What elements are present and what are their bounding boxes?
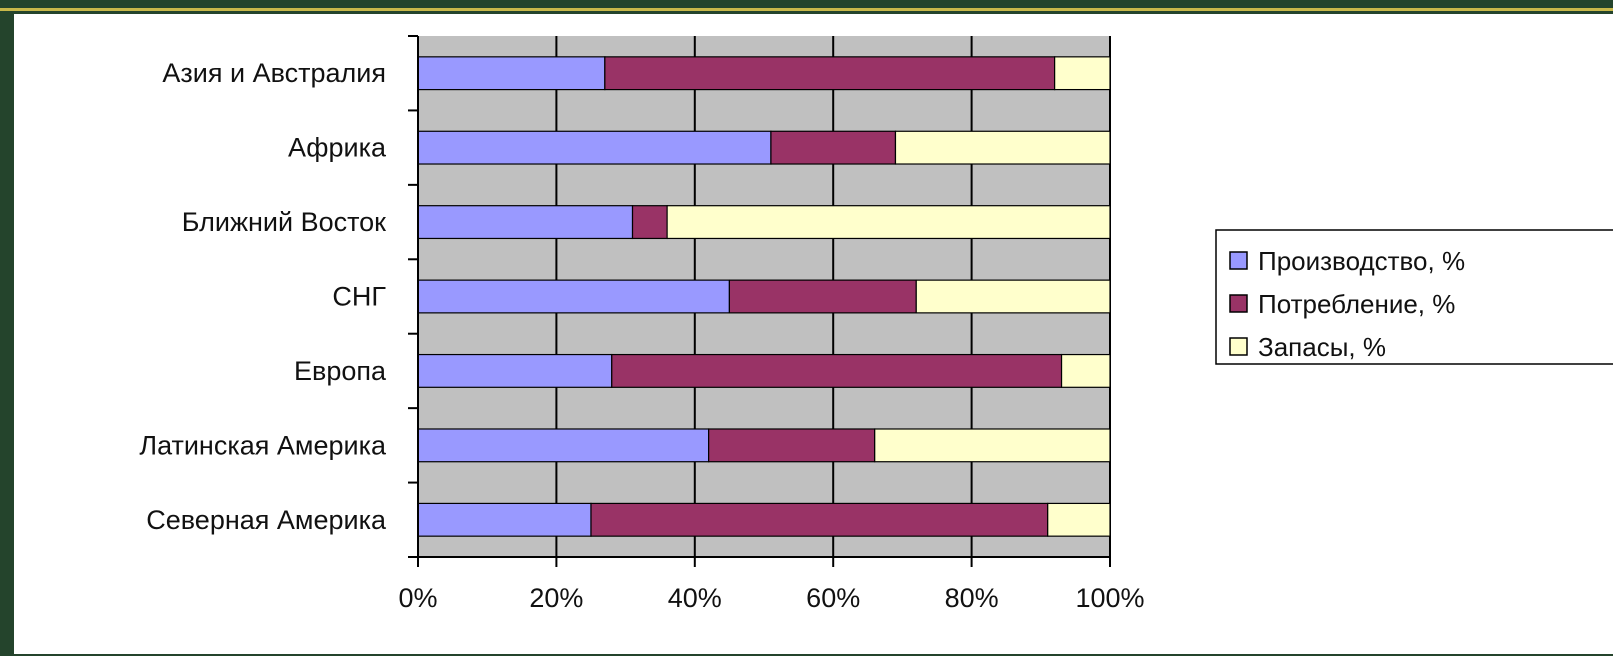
x-tick-label: 60% [806,583,860,613]
bar-segment-1 [417,428,710,463]
bar-segment-3 [666,205,1111,240]
bar-segment-2 [611,353,1063,388]
bar-segment-1 [417,205,634,240]
x-tick-label: 100% [1075,583,1144,613]
bar-segment-2 [604,56,1056,91]
bar-segment-2 [708,428,876,463]
legend-label: Запасы, % [1258,332,1386,362]
legend-label: Производство, % [1258,246,1465,276]
bar-segment-1 [417,353,613,388]
category-label: Африка [288,133,387,163]
bar-segment-2 [590,502,1049,537]
legend-swatch-3 [1229,337,1248,356]
bar-segment-1 [417,130,772,165]
frame-top-border [0,8,1613,11]
bar-segment-1 [417,279,730,314]
x-tick-label: 20% [529,583,583,613]
legend-swatch-1 [1229,251,1248,270]
x-tick-label: 40% [668,583,722,613]
legend-label: Потребление, % [1258,289,1455,319]
bar-segment-3 [894,130,1111,165]
bar-segment-2 [631,205,668,240]
legend-box [1215,229,1613,365]
bar-segment-1 [417,502,592,537]
bar-segment-3 [1054,56,1111,91]
category-label: Ближний Восток [182,207,386,237]
x-tick-label: 0% [398,583,437,613]
bar-segment-2 [728,279,917,314]
bar-segment-3 [874,428,1111,463]
bar-segment-1 [417,56,606,91]
category-label: Северная Америка [146,505,387,535]
category-label: Азия и Австралия [162,58,386,88]
category-label: Латинская Америка [139,430,387,460]
category-label: СНГ [332,282,386,312]
bar-segment-3 [1047,502,1111,537]
bar-segment-3 [915,279,1111,314]
legend-swatch-2 [1229,294,1248,313]
bar-segment-2 [770,130,897,165]
bar-segment-3 [1060,353,1111,388]
category-label: Европа [294,356,387,386]
x-tick-label: 80% [945,583,999,613]
